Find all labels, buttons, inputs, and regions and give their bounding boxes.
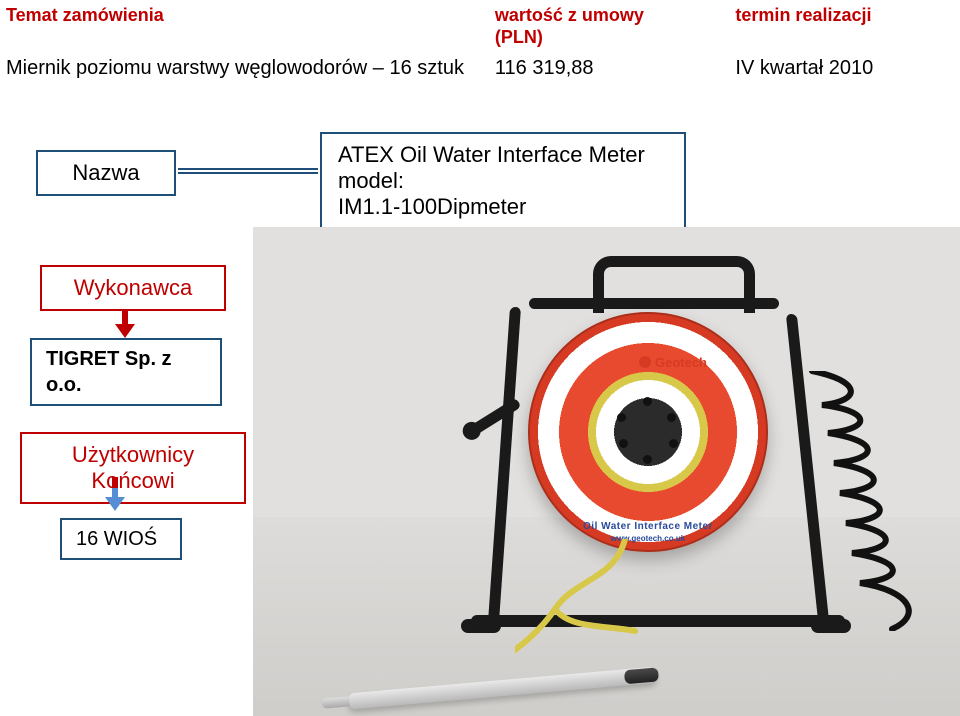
device-label: Oil Water Interface Meter bbox=[528, 521, 768, 532]
connector-line-icon bbox=[178, 168, 318, 174]
contractor-box: TIGRET Sp. z o.o. bbox=[30, 338, 222, 406]
label-endusers-box: Użytkownicy Końcowi bbox=[20, 432, 246, 504]
product-name-box: ATEX Oil Water Interface Meter model: IM… bbox=[320, 132, 686, 230]
product-line1: ATEX Oil Water Interface Meter model: bbox=[338, 142, 645, 193]
reel-disc-icon bbox=[528, 312, 768, 552]
col-header-value-l1: wartość z umowy bbox=[495, 5, 644, 25]
cell-deadline: IV kwartał 2010 bbox=[729, 52, 960, 84]
cell-value: 116 319,88 bbox=[489, 52, 730, 84]
col-header-topic: Temat zamówienia bbox=[0, 0, 489, 52]
product-line2: IM1.1-100Dipmeter bbox=[338, 194, 526, 219]
col-header-value: wartość z umowy (PLN) bbox=[489, 0, 730, 52]
label-contractor-box: Wykonawca bbox=[40, 265, 226, 311]
order-table: Temat zamówienia wartość z umowy (PLN) t… bbox=[0, 0, 960, 84]
enduser-box: 16 WIOŚ bbox=[60, 518, 182, 560]
device-brand: Geotech bbox=[553, 355, 793, 370]
label-name-box: Nazwa bbox=[36, 150, 176, 196]
product-photo: Geotech Oil Water Interface Meter www.ge… bbox=[253, 227, 960, 716]
cell-topic: Miernik poziomu warstwy węglowodorów – 1… bbox=[0, 52, 489, 84]
col-header-deadline: termin realizacji bbox=[729, 0, 960, 52]
arrow-down-head-icon bbox=[115, 324, 135, 338]
col-header-value-l2: (PLN) bbox=[495, 27, 543, 47]
arrow-down2-head-icon bbox=[105, 497, 125, 511]
arrow-down2-icon bbox=[112, 477, 118, 499]
